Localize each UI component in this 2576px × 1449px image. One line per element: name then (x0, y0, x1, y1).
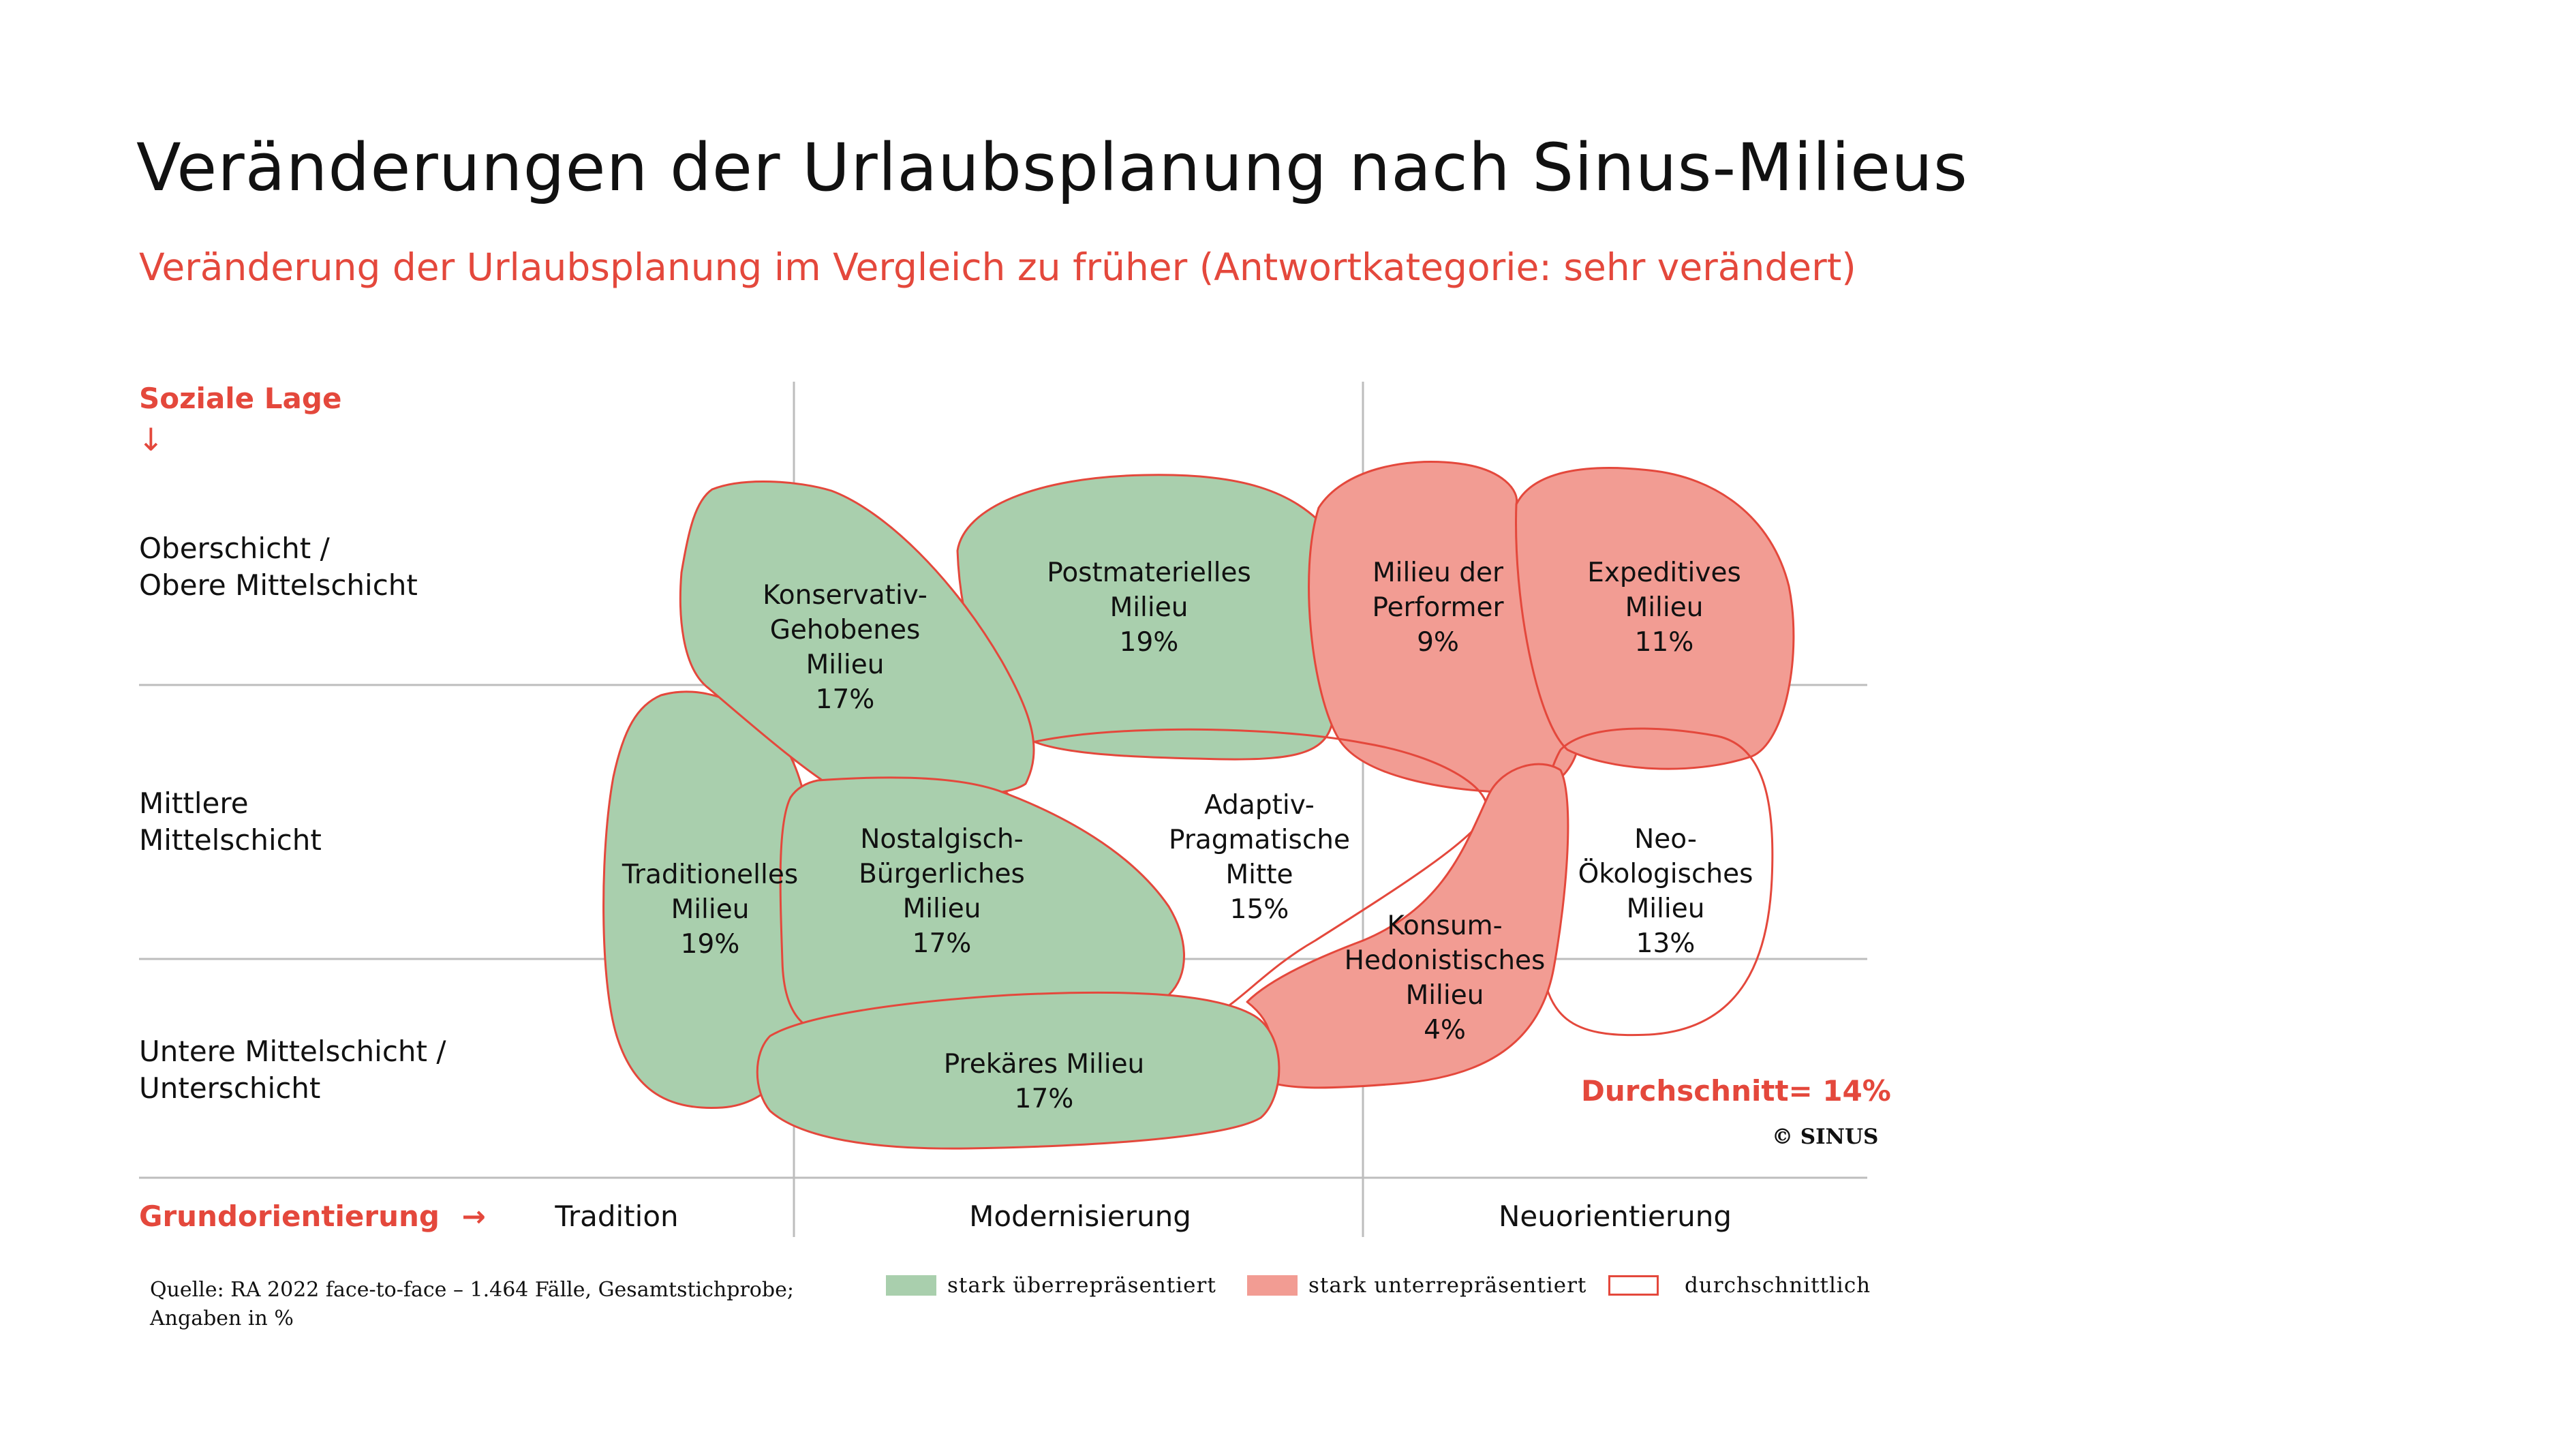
shape-prekaeres (756, 991, 1281, 1150)
milieu-value: 13% (1636, 928, 1696, 959)
milieu-name-line: Nostalgisch- (860, 824, 1024, 855)
copyright: © SINUS (1772, 1125, 1879, 1149)
milieu-name-line: Bürgerliches (859, 859, 1025, 889)
milieu-label-performer: Milieu der Performer 9% (1315, 555, 1561, 660)
milieu-name-line: Milieu (1405, 980, 1484, 1011)
row-label-lower: Untere Mittelschicht / Unterschicht (139, 1033, 446, 1107)
milieu-name-line: Milieu (1625, 592, 1704, 623)
row-label-line: Mittelschicht (139, 823, 322, 857)
milieu-name-line: Traditionelles (622, 859, 799, 890)
source-line: Angaben in % (150, 1307, 294, 1330)
milieu-name-line: Milieu (671, 894, 750, 925)
x-axis-title-text: Grundorientierung (139, 1200, 440, 1233)
milieu-name-line: Pragmatische (1168, 825, 1350, 855)
milieu-value: 17% (815, 684, 875, 715)
source-line: Quelle: RA 2022 face-to-face – 1.464 Fäl… (150, 1278, 794, 1302)
milieu-value: 19% (680, 929, 740, 960)
legend-item-durchschnitt: durchschnittlich (1608, 1273, 1871, 1298)
legend-swatch-outline (1608, 1275, 1659, 1296)
legend-swatch-green (886, 1275, 936, 1296)
column-label-modernisierung: Modernisierung (969, 1200, 1191, 1233)
row-label-middle: Mittlere Mittelschicht (139, 785, 322, 859)
row-label-line: Mittlere (139, 787, 249, 820)
milieu-label-konservativ: Konservativ- Gehobenes Milieu 17% (722, 578, 968, 717)
milieu-label-traditionelles: Traditionelles Milieu 19% (587, 857, 833, 962)
milieu-name-line: Konsum- (1387, 911, 1503, 941)
arrow-right-icon: → (461, 1200, 486, 1233)
legend-swatch-red (1247, 1275, 1298, 1296)
milieu-name-line: Adaptiv- (1204, 790, 1315, 821)
source-note: Quelle: RA 2022 face-to-face – 1.464 Fäl… (150, 1276, 794, 1333)
average-label: Durchschnitt= 14% (1581, 1074, 1891, 1108)
milieu-name-line: Milieu (1109, 592, 1189, 623)
legend-label: stark unterrepräsentiert (1308, 1273, 1587, 1298)
legend-item-ueber: stark überrepräsentiert (886, 1273, 1216, 1298)
milieu-label-postmaterielles: Postmaterielles Milieu 19% (1026, 555, 1272, 660)
legend-label: stark überrepräsentiert (947, 1273, 1216, 1298)
shape-expeditives (1515, 467, 1795, 770)
legend-item-unter: stark unterrepräsentiert (1247, 1273, 1586, 1298)
milieu-label-konsum: Konsum- Hedonistisches Milieu 4% (1322, 909, 1567, 1048)
milieu-value: 17% (1014, 1084, 1074, 1114)
milieu-name-line: Milieu (902, 894, 981, 924)
milieu-name-line: Prekäres Milieu (943, 1049, 1145, 1080)
milieu-name-line: Hedonistisches (1344, 945, 1546, 976)
row-label-line: Oberschicht / (139, 532, 330, 565)
milieu-value: 17% (912, 928, 972, 959)
milieu-name-line: Neo- (1634, 824, 1697, 855)
column-label-neuorientierung: Neuorientierung (1498, 1200, 1732, 1233)
x-axis-title: Grundorientierung → (139, 1200, 486, 1233)
milieu-name-line: Gehobenes (769, 615, 921, 645)
milieu-name-line: Konservativ- (763, 580, 927, 611)
column-label-tradition: Tradition (555, 1200, 679, 1233)
row-label-upper: Oberschicht / Obere Mittelschicht (139, 530, 418, 604)
milieu-label-neooekologisches: Neo- Ökologisches Milieu 13% (1543, 822, 1788, 961)
milieu-value: 9% (1417, 627, 1459, 658)
milieu-value: 15% (1229, 894, 1289, 925)
row-label-line: Untere Mittelschicht / (139, 1035, 446, 1068)
row-label-line: Obere Mittelschicht (139, 568, 418, 602)
arrow-down-icon: ↓ (138, 421, 164, 458)
milieu-value: 4% (1424, 1015, 1466, 1046)
milieu-name-line: Milieu der (1372, 558, 1504, 588)
legend-label: durchschnittlich (1685, 1273, 1871, 1298)
milieu-label-adaptiv: Adaptiv- Pragmatische Mitte 15% (1137, 788, 1382, 927)
row-label-line: Unterschicht (139, 1071, 321, 1105)
milieu-name-line: Milieu (1626, 894, 1705, 924)
page-subtitle: Veränderung der Urlaubsplanung im Vergle… (139, 245, 1856, 289)
milieu-value: 19% (1119, 627, 1179, 658)
milieu-label-prekaeres: Prekäres Milieu 17% (921, 1047, 1167, 1116)
y-axis-title: Soziale Lage (139, 382, 342, 415)
milieu-name-line: Postmaterielles (1047, 558, 1251, 588)
shape-konsum (1246, 763, 1569, 1089)
milieu-name-line: Ökologisches (1578, 859, 1753, 889)
page-title: Veränderungen der Urlaubsplanung nach Si… (136, 129, 1968, 206)
milieu-name-line: Expeditives (1587, 558, 1741, 588)
milieu-label-nostalgisch: Nostalgisch- Bürgerliches Milieu 17% (819, 822, 1064, 961)
milieu-value: 11% (1634, 627, 1694, 658)
milieu-name-line: Milieu (806, 650, 885, 680)
milieu-name-line: Mitte (1225, 859, 1293, 890)
milieu-label-expeditives: Expeditives Milieu 11% (1542, 555, 1787, 660)
milieu-name-line: Performer (1372, 592, 1504, 623)
